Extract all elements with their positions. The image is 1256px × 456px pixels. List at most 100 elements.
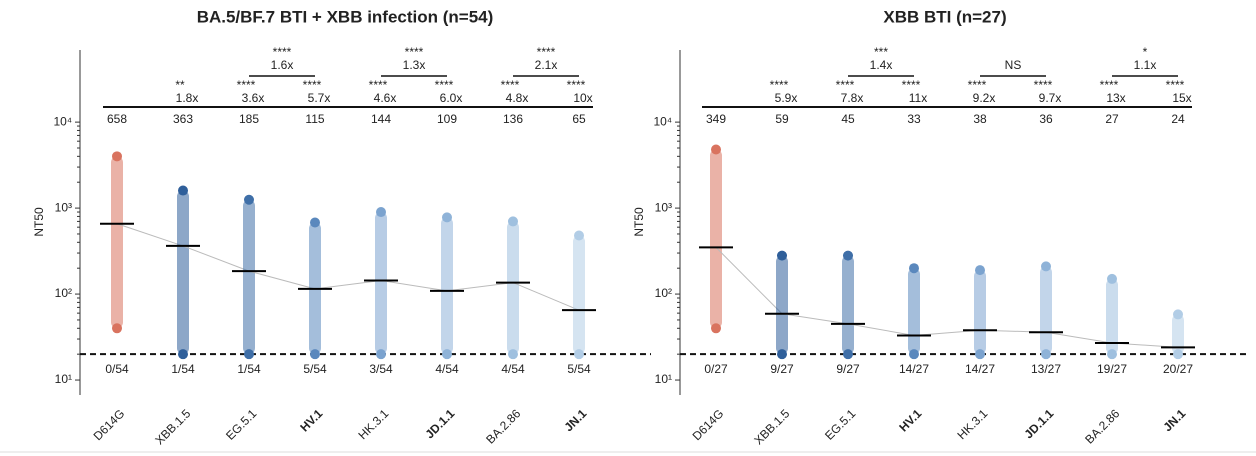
significance: **** xyxy=(1166,78,1185,92)
value-range xyxy=(1106,278,1118,355)
gmt-label: 65 xyxy=(572,112,586,126)
link xyxy=(446,282,514,292)
range-max xyxy=(711,144,721,155)
range-max xyxy=(508,216,518,227)
value-range xyxy=(441,217,453,355)
y-tick-label: 10² xyxy=(655,286,672,300)
fold-label: 13x xyxy=(1106,91,1125,105)
significance: **** xyxy=(770,78,789,92)
link xyxy=(182,245,250,272)
gmt-label: 24 xyxy=(1171,112,1185,126)
fold-label: 5.9x xyxy=(775,91,798,105)
fold-label: 4.8x xyxy=(506,91,529,105)
y-axis-label: NT50 xyxy=(632,207,646,237)
link xyxy=(248,270,316,290)
value-range xyxy=(111,156,123,329)
gmt-label: 185 xyxy=(239,112,259,126)
x-tick-label: HV.1 xyxy=(896,406,924,434)
below-lod-count: 4/54 xyxy=(501,362,525,376)
range-min xyxy=(244,349,254,360)
value-range xyxy=(776,255,788,355)
significance: **** xyxy=(237,78,256,92)
y-tick-label: 10⁴ xyxy=(53,114,72,128)
link xyxy=(847,323,915,336)
y-tick-label: 10² xyxy=(55,286,72,300)
range-min xyxy=(711,323,721,334)
significance: **** xyxy=(1034,78,1053,92)
value-range xyxy=(974,270,986,355)
below-lod-count: 13/27 xyxy=(1031,362,1061,376)
bracket-significance: **** xyxy=(405,45,424,59)
y-axis-label: NT50 xyxy=(32,207,46,237)
chart-title: BA.5/BF.7 BTI + XBB infection (n=54) xyxy=(197,7,494,26)
range-max xyxy=(909,263,919,274)
below-lod-count: 5/54 xyxy=(303,362,327,376)
significance: **** xyxy=(501,78,520,92)
x-tick-label: HK.3.1 xyxy=(356,406,392,442)
range-min xyxy=(909,349,919,360)
value-range xyxy=(842,255,854,355)
bracket-fold: 1.4x xyxy=(870,58,893,72)
value-range xyxy=(1040,266,1052,355)
fold-label: 9.2x xyxy=(973,91,996,105)
gmt-label: 33 xyxy=(907,112,921,126)
x-tick-label: BA.2.86 xyxy=(1082,406,1122,446)
below-lod-count: 5/54 xyxy=(567,362,591,376)
bracket-fold: 2.1x xyxy=(535,58,558,72)
y-tick-label: 10³ xyxy=(655,200,672,214)
below-lod-count: 0/27 xyxy=(704,362,728,376)
below-lod-count: 9/27 xyxy=(770,362,794,376)
gmt-label: 363 xyxy=(173,112,193,126)
range-min xyxy=(508,349,518,360)
range-min xyxy=(310,349,320,360)
range-max xyxy=(843,250,853,261)
fold-label: 11x xyxy=(909,91,927,105)
range-max xyxy=(1041,261,1051,272)
link xyxy=(380,279,448,292)
below-lod-count: 19/27 xyxy=(1097,362,1127,376)
below-lod-count: 4/54 xyxy=(435,362,459,376)
bracket-significance: **** xyxy=(537,45,556,59)
range-max xyxy=(1173,309,1183,320)
significance: **** xyxy=(435,78,454,92)
bracket-significance: **** xyxy=(273,45,292,59)
gmt-label: 45 xyxy=(841,112,855,126)
range-max xyxy=(574,230,584,241)
x-tick-label: EG.5.1 xyxy=(223,406,260,443)
x-tick-label: HK.3.1 xyxy=(955,406,991,442)
range-max xyxy=(975,265,985,276)
range-min xyxy=(777,349,787,360)
range-max xyxy=(442,212,452,223)
bracket-fold: 1.3x xyxy=(403,58,426,72)
x-tick-label: D614G xyxy=(690,406,727,443)
fold-label: 3.6x xyxy=(242,91,265,105)
x-tick-label: JD.1.1 xyxy=(1021,406,1056,441)
range-min xyxy=(112,323,122,334)
link xyxy=(715,247,783,315)
gmt-label: 115 xyxy=(305,112,324,126)
y-tick-label: 10³ xyxy=(55,200,72,214)
link xyxy=(116,223,184,247)
bracket-significance: * xyxy=(1143,45,1148,59)
significance: **** xyxy=(836,78,855,92)
below-lod-count: 0/54 xyxy=(105,362,129,376)
fold-label: 5.7x xyxy=(308,91,331,105)
value-range xyxy=(710,149,722,329)
link xyxy=(512,282,580,311)
below-lod-count: 3/54 xyxy=(369,362,393,376)
range-min xyxy=(975,349,985,360)
x-tick-label: JD.1.1 xyxy=(422,406,457,441)
fold-label: 1.8x xyxy=(176,91,199,105)
y-tick-label: 10¹ xyxy=(55,372,72,386)
significance: **** xyxy=(902,78,921,92)
below-lod-count: 14/27 xyxy=(899,362,929,376)
gmt-label: 144 xyxy=(371,112,391,126)
below-lod-count: 1/54 xyxy=(237,362,261,376)
x-tick-label: XBB.1.5 xyxy=(152,406,193,447)
x-tick-label: D614G xyxy=(91,406,128,443)
significance: **** xyxy=(1100,78,1119,92)
significance: **** xyxy=(303,78,322,92)
gmt-label: 136 xyxy=(503,112,523,126)
bracket-significance: NS xyxy=(1005,58,1022,72)
x-tick-label: BA.2.86 xyxy=(483,406,523,446)
